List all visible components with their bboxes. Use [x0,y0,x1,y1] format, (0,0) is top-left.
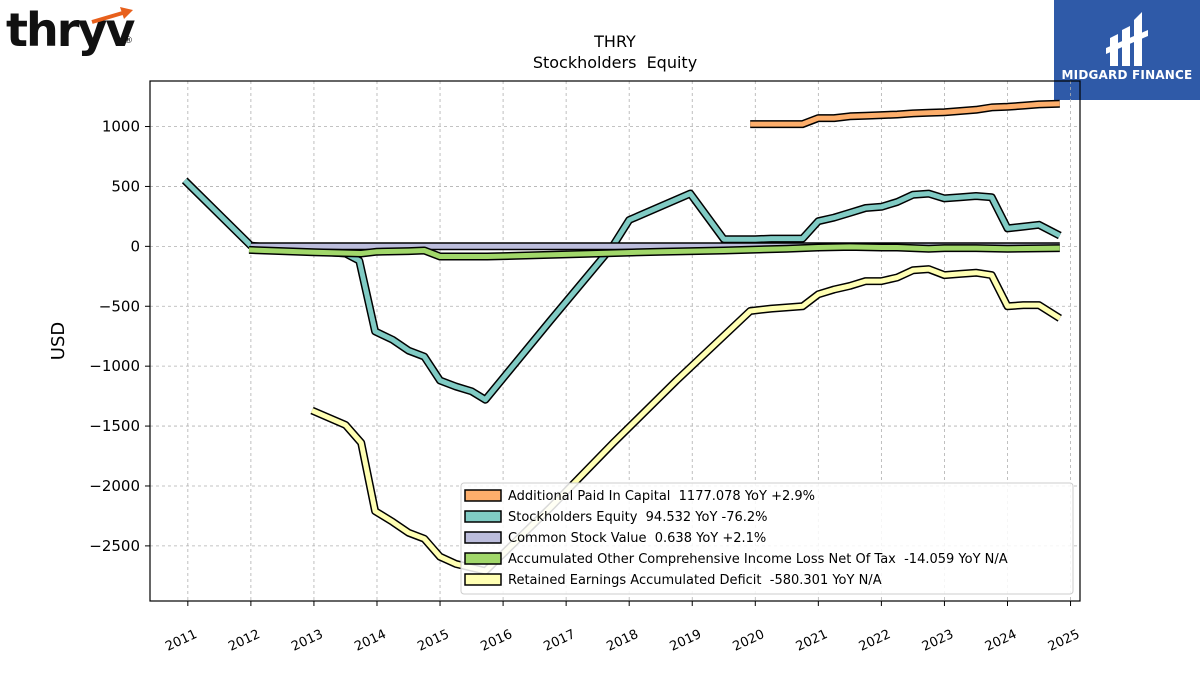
thryv-logo: thryv ® [6,2,136,58]
x-tick-label: 2023 [920,627,956,655]
series-outline-1 [181,177,1062,404]
legend-swatch [464,552,502,565]
x-tick-label: 2014 [352,627,388,655]
midgard-finance-badge: MIDGARD FINANCE [1054,0,1200,100]
x-tick-label: 2016 [478,627,514,655]
x-tick-label: 2015 [415,627,451,655]
plot-frame [149,80,1081,602]
series-layer [181,99,1062,575]
legend-swatch [464,489,502,502]
legend-entry: Accumulated Other Comprehensive Income L… [508,552,1008,567]
legend-swatch [464,573,502,586]
x-tick-label: 2024 [983,627,1019,655]
legend-box [460,482,1074,595]
series-line-1 [182,178,1061,403]
logo-arrow-icon [91,7,133,24]
legend-entry: Common Stock Value 0.638 YoY +2.1% [508,531,766,546]
x-tick-label: 2011 [163,627,199,655]
midgard-finance-label: MIDGARD FINANCE [1061,68,1193,82]
x-tick-label: 2017 [541,627,577,655]
y-axis-label: USD [48,322,69,360]
x-axis: 2011 2012 2013 2014 2015 2016 2017 2018 2019 2020… [163,601,1082,655]
x-tick-label: 2021 [794,627,830,655]
chart-subtitle: Stockholders Equity [533,53,697,72]
x-tick-label: 2019 [668,627,704,655]
chart-title: THRY [593,32,636,51]
x-tick-label: 2018 [605,627,641,655]
y-tick-label: −1500 [89,417,140,435]
x-tick-label: 2012 [226,627,262,655]
legend-swatch [464,510,502,523]
legend-swatch [464,531,502,544]
series-line-3 [248,244,1060,259]
x-tick-label: 2013 [289,627,325,655]
y-tick-label: −1000 [89,357,140,375]
y-tick-label: 0 [130,237,140,255]
series-line-4 [311,266,1062,574]
x-tick-label: 2025 [1046,627,1082,655]
legend: Additional Paid In Capital 1177.078 YoY … [460,482,1074,595]
y-tick-label: 500 [111,177,140,195]
legend-entry: Stockholders Equity 94.532 YoY -76.2% [508,510,768,525]
y-tick-label: −2500 [89,537,140,555]
series-line-0 [750,101,1060,127]
y-axis: 1000 500 0 −500 −1000 −1500 −2000 −2500 [89,118,150,555]
y-tick-label: 1000 [102,118,140,136]
x-tick-label: 2020 [731,627,767,655]
x-tick-label: 2022 [857,627,893,655]
legend-entry: Retained Earnings Accumulated Deficit -5… [508,573,882,588]
legend-entry: Additional Paid In Capital 1177.078 YoY … [508,489,815,504]
y-tick-label: −500 [99,297,140,315]
thryv-wordmark: thryv [6,3,135,57]
midgard-logo-icon [1106,12,1148,66]
y-tick-label: −2000 [89,477,140,495]
registered-mark: ® [124,36,133,46]
